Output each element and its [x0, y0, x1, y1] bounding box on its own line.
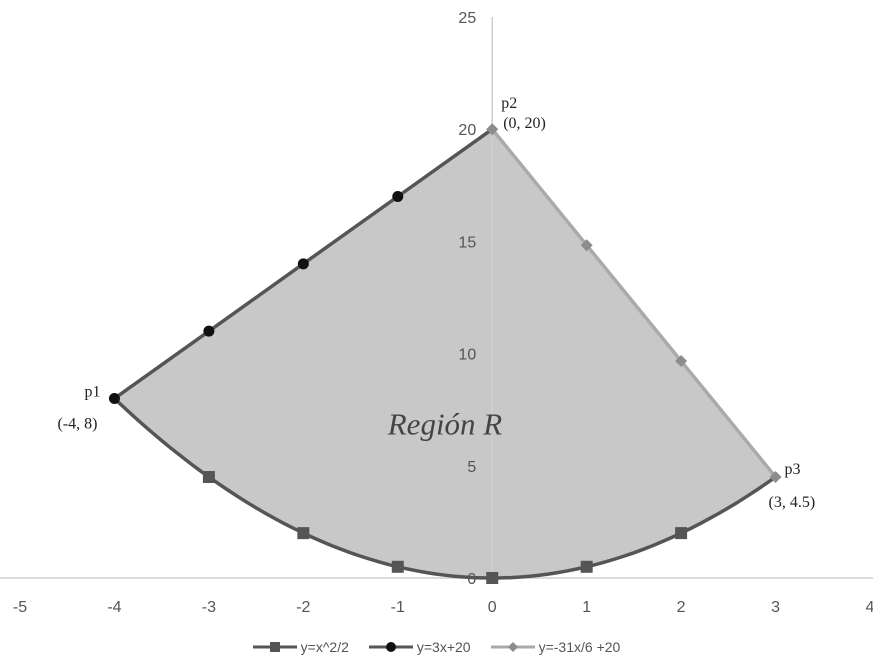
- y-tick-label: 15: [458, 234, 476, 251]
- x-tick-label: 3: [771, 599, 780, 616]
- p1-coord-label: (-4, 8): [57, 415, 97, 432]
- p3-name-label: p3: [785, 461, 801, 478]
- diamond-marker: [769, 471, 782, 484]
- diamond-marker: [580, 239, 593, 252]
- diamond-marker: [675, 355, 688, 368]
- y-tick-label: 10: [458, 347, 476, 364]
- square-marker: [675, 527, 688, 540]
- legend-label-slope-line: y=-31x/6 +20: [538, 639, 621, 655]
- series-line-1: [113, 397, 777, 580]
- x-tick-labels: -5 -4 -3 -2 -1 0 1 2 3 4: [13, 599, 873, 616]
- circle-marker: [203, 325, 215, 337]
- x-tick-label: -1: [391, 599, 405, 616]
- diamond-marker-icon: [490, 642, 535, 652]
- square-marker: [486, 572, 499, 584]
- y-tick-label: 0: [467, 571, 476, 588]
- p3-coord-label: (3, 4.5): [769, 494, 816, 511]
- chart-legend: y=x^2/2 y=3x+20 y=-31x/6 +20: [0, 636, 873, 658]
- y-tick-label: 20: [458, 122, 476, 139]
- legend-label-parabola: y=x^2/2: [300, 639, 349, 655]
- legend-label-line: y=3x+20: [416, 639, 471, 655]
- y-tick-label: 5: [467, 459, 476, 476]
- x-tick-label: -3: [202, 599, 216, 616]
- legend-item-slope-line: y=-31x/6 +20: [490, 639, 621, 655]
- legend-item-parabola: y=x^2/2: [252, 639, 349, 655]
- legend-item-line: y=3x+20: [368, 639, 471, 655]
- circle-marker: [392, 191, 404, 203]
- x-tick-label: -5: [13, 599, 27, 616]
- p1-name-label: p1: [84, 383, 100, 400]
- x-tick-label: -4: [107, 599, 121, 616]
- p2-name-label: p2: [501, 95, 517, 112]
- region-label: Región R: [387, 406, 503, 441]
- x-tick-label: 0: [488, 599, 497, 616]
- circle-marker-icon: [368, 642, 413, 652]
- x-tick-label: 4: [866, 599, 873, 616]
- series-line-3: [490, 128, 777, 479]
- circle-marker: [108, 392, 120, 404]
- square-marker: [202, 471, 215, 484]
- x-tick-label: 1: [582, 599, 591, 616]
- y-tick-label: 25: [458, 10, 476, 27]
- x-tick-label: -2: [296, 599, 310, 616]
- square-marker: [297, 527, 310, 540]
- chart-plot: -5 -4 -3 -2 -1 0 1 2 3 4 0 5 10 15 20 25 Región R p1 (…: [0, 10, 873, 616]
- p2-coord-label: (0, 20): [503, 115, 546, 132]
- square-marker: [391, 560, 404, 573]
- square-marker-icon: [252, 642, 297, 652]
- y-tick-labels: 0 5 10 15 20 25: [458, 10, 476, 588]
- marker-layer: [108, 123, 782, 584]
- circle-marker: [297, 258, 309, 270]
- diamond-marker: [486, 123, 499, 136]
- region-r-fill: [114, 129, 776, 578]
- square-marker: [580, 560, 593, 573]
- x-tick-label: 2: [677, 599, 686, 616]
